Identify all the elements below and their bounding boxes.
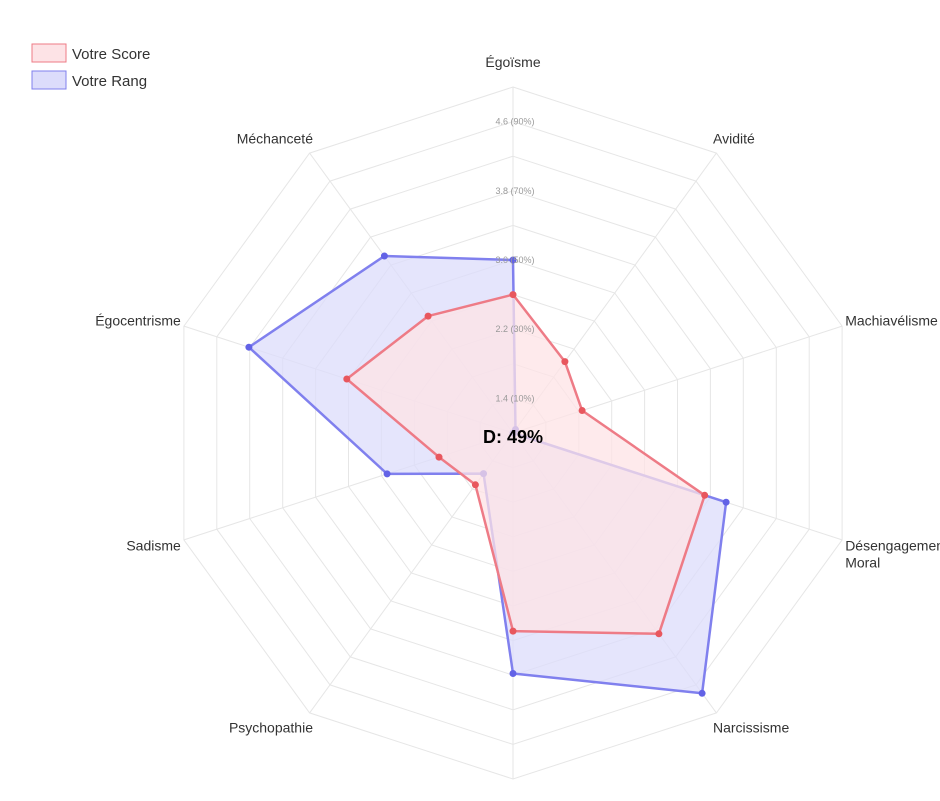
- axis-label: Sadisme: [126, 538, 181, 554]
- axis-label: Égocentrisme: [95, 313, 181, 329]
- tick-label: 1.4 (10%): [495, 393, 534, 403]
- radar-series: [245, 252, 730, 697]
- legend-swatch-votre-score: [31, 43, 67, 63]
- data-point-votre-score[interactable]: [424, 312, 432, 320]
- tick-label: 3.0 (50%): [495, 255, 534, 265]
- data-point-votre-score[interactable]: [509, 627, 517, 635]
- data-point-votre-rang[interactable]: [383, 470, 391, 478]
- axis-label: Égoïsme: [485, 54, 540, 70]
- data-point-votre-score[interactable]: [561, 358, 569, 366]
- tick-label: 3.8 (70%): [495, 186, 534, 196]
- legend-swatch-votre-rang: [31, 70, 67, 90]
- data-point-votre-score[interactable]: [578, 407, 586, 414]
- data-point-votre-score[interactable]: [655, 630, 663, 638]
- center-percentage-label: D: 49%: [483, 427, 543, 447]
- radial-tick-labels: 1.4 (10%) 2.2 (30%) 3.0 (50%) 3.8 (70%) 4.6 …: [495, 117, 534, 404]
- tick-label: 4.6 (90%): [495, 117, 534, 127]
- tick-label: 2.2 (30%): [495, 324, 534, 334]
- axis-labels: Égoïsme Avidité Machiavélisme Désengagement…: [95, 54, 940, 801]
- data-point-votre-rang[interactable]: [509, 670, 517, 677]
- data-point-votre-rang[interactable]: [245, 343, 253, 351]
- data-point-votre-score[interactable]: [701, 491, 709, 499]
- data-point-votre-rang[interactable]: [380, 252, 388, 260]
- axis-label: Psychopathie: [229, 720, 313, 736]
- legend-label-votre-rang: Votre Rang: [72, 73, 147, 90]
- legend-label-votre-score: Votre Score: [72, 46, 150, 63]
- data-point-votre-score[interactable]: [435, 453, 443, 461]
- axis-label: Avidité: [713, 131, 755, 147]
- axis-label: Droit Psychologique: [451, 798, 576, 801]
- data-point-votre-rang[interactable]: [509, 256, 517, 264]
- data-point-votre-score[interactable]: [509, 291, 517, 299]
- legend: Votre Score Votre Rang: [31, 43, 150, 90]
- legend-item-votre-rang[interactable]: Votre Rang: [31, 70, 147, 90]
- data-point-votre-rang[interactable]: [698, 689, 706, 697]
- axis-label: Désengagement Moral: [845, 538, 940, 571]
- axis-label: Narcissisme: [713, 720, 789, 736]
- axis-label: Méchanceté: [237, 131, 313, 147]
- axis-label: Machiavélisme: [845, 313, 938, 329]
- data-point-votre-score[interactable]: [343, 375, 351, 383]
- legend-item-votre-score[interactable]: Votre Score: [31, 43, 150, 63]
- data-point-votre-score[interactable]: [471, 481, 479, 489]
- data-point-votre-rang[interactable]: [722, 498, 730, 506]
